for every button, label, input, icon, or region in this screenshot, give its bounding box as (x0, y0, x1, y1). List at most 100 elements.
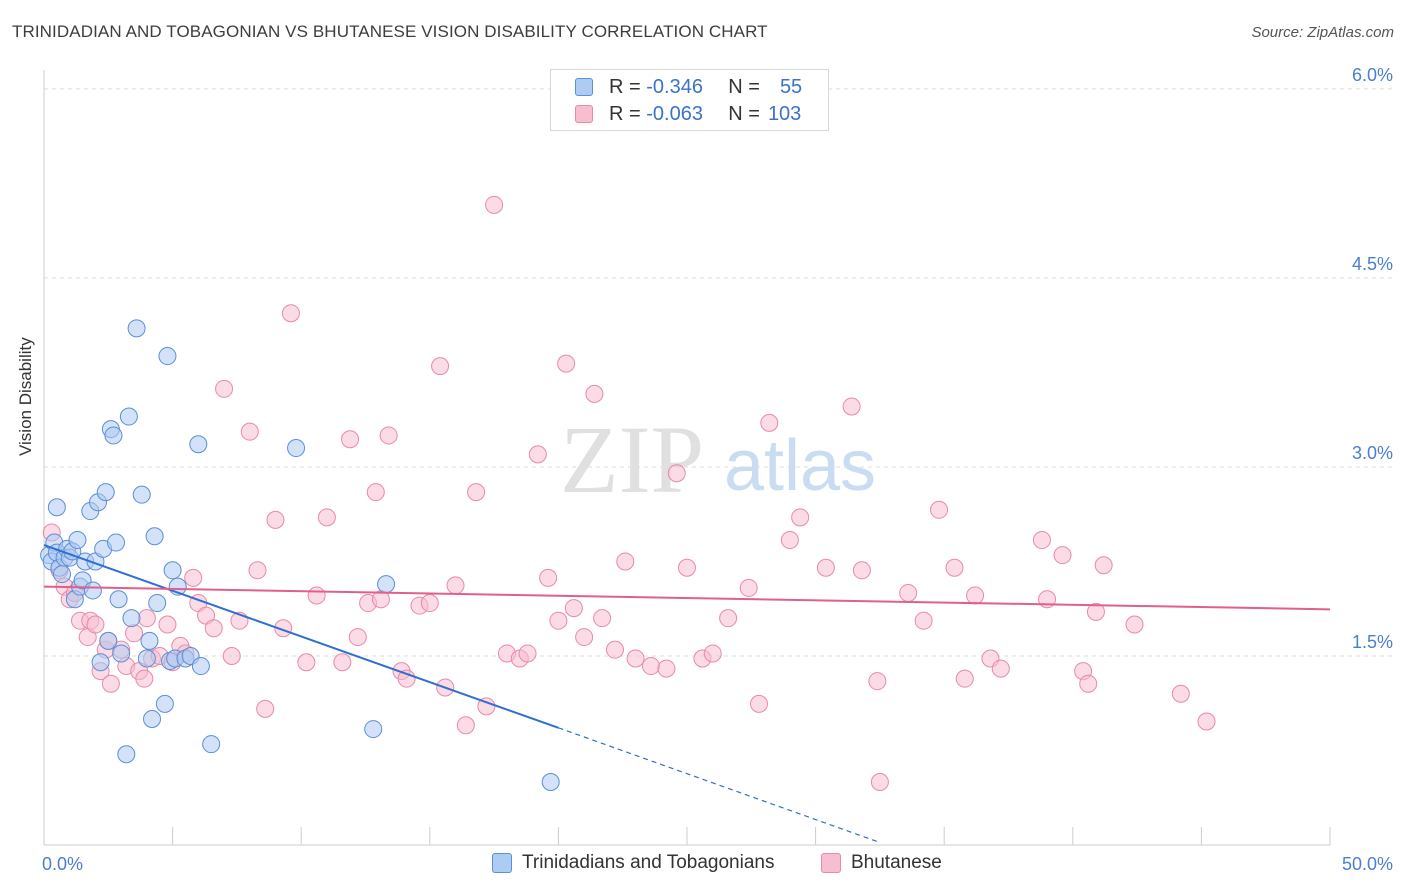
y-tick-label: 4.5% (1352, 254, 1393, 274)
data-point (899, 583, 918, 602)
data-point (189, 435, 208, 454)
trend-line-bhutanese (43, 585, 1331, 611)
legend-item-trinidadians: Trinidadians and Tobagonians (492, 852, 774, 874)
data-point (528, 445, 547, 464)
legend-label: Trinidadians and Tobagonians (522, 852, 775, 873)
chart-title: TRINIDADIAN AND TOBAGONIAN VS BHUTANESE … (12, 22, 768, 41)
data-point (104, 426, 123, 445)
data-point (341, 430, 360, 449)
data-point (222, 646, 241, 665)
data-point (852, 561, 871, 580)
n-label: N = (728, 75, 760, 98)
data-point (431, 357, 450, 376)
data-point (96, 483, 115, 502)
watermark-zip: ZIP (560, 406, 704, 513)
chart-source: Source: ZipAtlas.com (1251, 24, 1394, 41)
data-point (739, 578, 758, 597)
data-point (930, 500, 949, 519)
data-point (1032, 531, 1051, 550)
r-value: -0.063 (646, 102, 703, 125)
data-point (117, 745, 136, 764)
data-point (83, 581, 102, 600)
data-point (184, 568, 203, 587)
data-point (112, 644, 131, 663)
data-point (518, 644, 537, 663)
data-point (870, 772, 889, 791)
r-label: R = (609, 102, 641, 125)
data-point (641, 657, 660, 676)
data-point (99, 631, 118, 650)
data-point (202, 735, 221, 754)
data-point (191, 657, 210, 676)
data-point (719, 609, 738, 628)
data-point (127, 319, 146, 338)
n-label: N = (728, 102, 760, 125)
watermark-atlas: atlas (724, 426, 876, 506)
data-point (966, 586, 985, 605)
data-point (539, 568, 558, 587)
n-value: 103 (767, 102, 802, 125)
data-point (377, 575, 396, 594)
data-point (750, 694, 769, 713)
axes (43, 70, 1331, 846)
data-point (816, 558, 835, 577)
blue-swatch (492, 853, 512, 873)
data-point (297, 653, 316, 672)
data-point (287, 439, 306, 458)
data-point (109, 590, 128, 609)
data-point (485, 195, 504, 214)
r-value: -0.346 (646, 75, 703, 98)
data-point (477, 697, 496, 716)
y-tick-label: 6.0% (1352, 65, 1393, 85)
data-point (446, 576, 465, 595)
data-point (585, 384, 604, 403)
data-point (204, 619, 223, 638)
data-point (163, 561, 182, 580)
data-point (1094, 556, 1113, 575)
data-point (119, 407, 138, 426)
data-point (945, 558, 964, 577)
data-point (91, 653, 110, 672)
y-tick-label: 1.5% (1352, 632, 1393, 652)
data-point (86, 615, 105, 634)
data-point (842, 397, 861, 416)
correlation-legend: R = -0.346 N = 55 R = -0.063 N = 103 (550, 69, 829, 131)
blue-swatch (575, 78, 593, 96)
data-point (549, 611, 568, 630)
data-point (364, 720, 383, 739)
series-legend: Trinidadians and Tobagonians Bhutanese (0, 852, 1406, 878)
data-point (101, 674, 120, 693)
data-point (1171, 684, 1190, 703)
data-point (140, 631, 159, 650)
data-point (333, 653, 352, 672)
data-point (158, 347, 177, 366)
n-value: 55 (779, 75, 803, 98)
data-point (366, 483, 385, 502)
data-point (1125, 615, 1144, 634)
data-point (107, 533, 126, 552)
data-point (914, 611, 933, 630)
data-point (53, 565, 72, 584)
data-point (605, 640, 624, 659)
pink-swatch (821, 853, 841, 873)
trend-line-trinidadians-extension (558, 727, 881, 844)
data-point (215, 379, 234, 398)
data-point (266, 510, 285, 529)
data-point (132, 485, 151, 504)
data-point (791, 508, 810, 527)
x-tick-label: 50.0% (1342, 854, 1393, 874)
data-point (1086, 602, 1105, 621)
r-label: R = (609, 75, 641, 98)
data-point (137, 649, 156, 668)
data-point (317, 508, 336, 527)
data-point (122, 609, 141, 628)
tick-labels: 1.5% 3.0% 4.5% 6.0% 0.0% 50.0% (42, 65, 1393, 874)
data-point (148, 594, 167, 613)
x-tick-label: 0.0% (42, 854, 83, 874)
data-point (240, 422, 259, 441)
data-point (467, 483, 486, 502)
data-point (760, 413, 779, 432)
data-point (557, 354, 576, 373)
series-trinidadians-points (40, 319, 560, 791)
